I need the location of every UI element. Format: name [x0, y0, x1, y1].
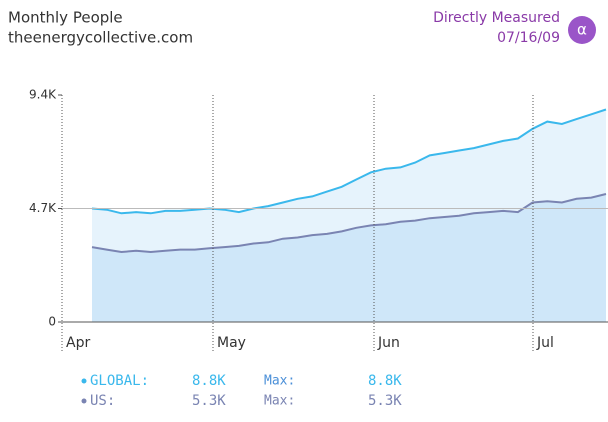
legend-max: 8.8K — [368, 373, 402, 389]
x-tick-label: Jul — [536, 335, 554, 351]
legend-dot — [81, 398, 87, 404]
line — [91, 193, 607, 254]
area — [92, 194, 606, 322]
legend-current: 5.3K — [192, 393, 226, 409]
badge-symbol: α — [577, 21, 587, 39]
legend-max-text: Max: — [264, 394, 295, 409]
x-tick-label: May — [217, 335, 246, 351]
legend-max-text: Max: — [264, 374, 295, 389]
line — [91, 108, 607, 215]
legend-dot — [81, 378, 87, 384]
legend-name: GLOBAL: — [90, 373, 149, 389]
legend-max: 5.3K — [368, 393, 402, 409]
x-tick-label: Jun — [377, 335, 400, 351]
y-tick-label: 4.7K — [29, 201, 57, 215]
legend-name: US: — [90, 393, 115, 409]
y-tick-label: 0 — [48, 315, 56, 329]
badge-icon — [568, 16, 596, 44]
y-tick-label: 9.4K — [29, 88, 57, 102]
badge-text: Directly Measured — [433, 10, 560, 26]
legend-current: 8.8K — [192, 373, 226, 389]
x-tick-label: Apr — [66, 335, 90, 351]
chart-subtitle: theenergycollective.com — [8, 29, 193, 47]
date: 07/16/09 — [497, 30, 560, 46]
chart-title: Monthly People — [8, 9, 123, 27]
